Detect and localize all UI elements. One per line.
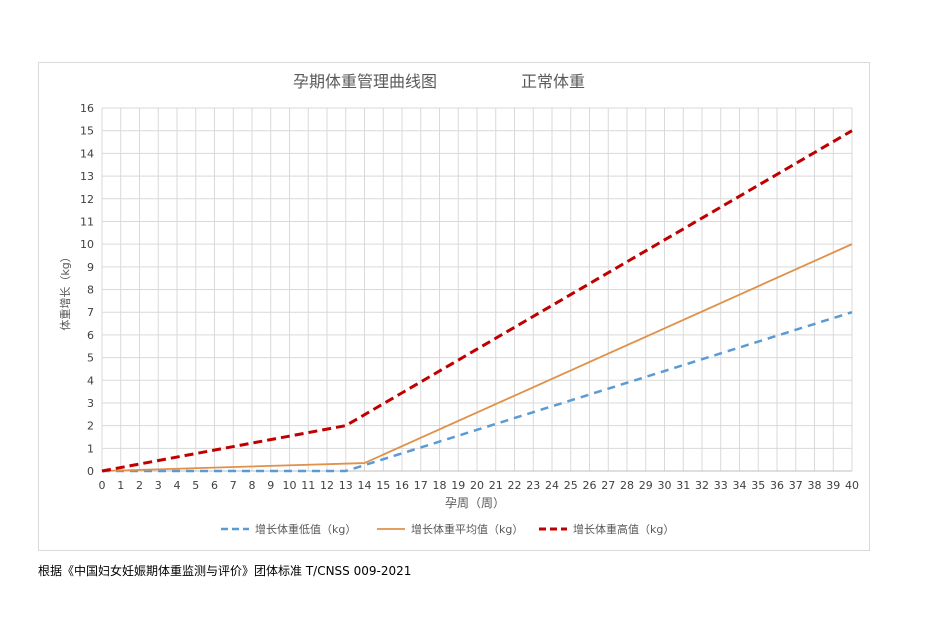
y-tick-label-15: 15	[80, 125, 94, 138]
y-tick-label-2: 2	[87, 420, 94, 433]
x-tick-label-21: 21	[489, 479, 503, 492]
x-tick-label-3: 3	[155, 479, 162, 492]
x-tick-label-27: 27	[601, 479, 615, 492]
x-tick-label-7: 7	[230, 479, 237, 492]
x-tick-label-10: 10	[283, 479, 297, 492]
x-axis-label: 孕周（周）	[445, 496, 505, 510]
x-tick-label-18: 18	[433, 479, 447, 492]
x-tick-label-20: 20	[470, 479, 484, 492]
x-tick-label-26: 26	[583, 479, 597, 492]
y-tick-label-10: 10	[80, 238, 94, 251]
y-tick-label-12: 12	[80, 193, 94, 206]
y-tick-label-8: 8	[87, 284, 94, 297]
series-lines	[101, 129, 853, 473]
x-tick-label-5: 5	[192, 479, 199, 492]
x-tick-label-22: 22	[508, 479, 522, 492]
x-tick-labels: 0 1 2 3 4 5 6 7 8 9 10 11 12 13 14 15 16 17 18 19 20 21 22 23 24…	[99, 479, 860, 492]
series-line-2	[101, 129, 853, 473]
x-tick-label-33: 33	[714, 479, 728, 492]
x-tick-label-30: 30	[658, 479, 672, 492]
x-tick-label-28: 28	[620, 479, 634, 492]
x-tick-label-32: 32	[695, 479, 709, 492]
x-tick-label-19: 19	[451, 479, 465, 492]
chart-frame: 孕期体重管理曲线图 正常体重 0 1 2 3 4 5 6 7 8 9 10 11 12 13 14 15 16 …	[38, 62, 870, 551]
x-tick-label-16: 16	[395, 479, 409, 492]
y-tick-label-1: 1	[87, 442, 94, 455]
x-tick-label-11: 11	[301, 479, 315, 492]
series-line-0	[102, 310, 853, 473]
chart-subtitle: 正常体重	[521, 72, 585, 91]
y-tick-label-5: 5	[87, 352, 94, 365]
weight-gain-chart: 孕期体重管理曲线图 正常体重 012345678910111213141516 …	[58, 72, 860, 536]
legend-label-0: 增长体重低值（kg）	[255, 522, 356, 536]
x-tick-label-40: 40	[845, 479, 859, 492]
x-tick-label-36: 36	[770, 479, 784, 492]
legend: 增长体重低值（kg） 增长体重平均值（kg） 增长体重高值（kg）	[221, 522, 674, 536]
x-tick-label-25: 25	[564, 479, 578, 492]
x-tick-label-6: 6	[211, 479, 218, 492]
y-tick-label-9: 9	[87, 261, 94, 274]
y-tick-label-13: 13	[80, 170, 94, 183]
source-caption: 根据《中国妇女妊娠期体重监测与评价》团体标准 T/CNSS 009-2021	[38, 564, 412, 578]
x-tick-label-9: 9	[267, 479, 274, 492]
x-tick-label-4: 4	[174, 479, 181, 492]
x-tick-label-14: 14	[358, 479, 372, 492]
x-tick-label-23: 23	[526, 479, 540, 492]
x-tick-label-12: 12	[320, 479, 334, 492]
x-tick-label-39: 39	[826, 479, 840, 492]
x-tick-label-1: 1	[117, 479, 124, 492]
x-tick-label-13: 13	[339, 479, 353, 492]
y-tick-label-4: 4	[87, 374, 94, 387]
grid	[101, 107, 853, 472]
y-tick-label-7: 7	[87, 306, 94, 319]
x-tick-label-29: 29	[639, 479, 653, 492]
chart-title: 孕期体重管理曲线图	[293, 72, 437, 91]
x-tick-label-15: 15	[376, 479, 390, 492]
x-tick-label-0: 0	[99, 479, 106, 492]
y-tick-label-0: 0	[87, 465, 94, 478]
y-tick-label-6: 6	[87, 329, 94, 342]
y-tick-label-11: 11	[80, 215, 94, 228]
y-axis-label: 体重增长（kg）	[58, 251, 72, 330]
x-tick-label-37: 37	[789, 479, 803, 492]
y-tick-label-3: 3	[87, 397, 94, 410]
y-tick-label-14: 14	[80, 147, 94, 160]
x-tick-label-35: 35	[751, 479, 765, 492]
x-tick-label-8: 8	[249, 479, 256, 492]
legend-label-2: 增长体重高值（kg）	[573, 522, 674, 536]
x-tick-label-31: 31	[676, 479, 690, 492]
y-tick-label-16: 16	[80, 102, 94, 115]
legend-label-1: 增长体重平均值（kg）	[411, 522, 523, 536]
x-tick-label-38: 38	[808, 479, 822, 492]
x-tick-label-17: 17	[414, 479, 428, 492]
x-tick-label-2: 2	[136, 479, 143, 492]
x-tick-label-34: 34	[733, 479, 747, 492]
series-line-1	[101, 243, 853, 472]
x-tick-label-24: 24	[545, 479, 559, 492]
